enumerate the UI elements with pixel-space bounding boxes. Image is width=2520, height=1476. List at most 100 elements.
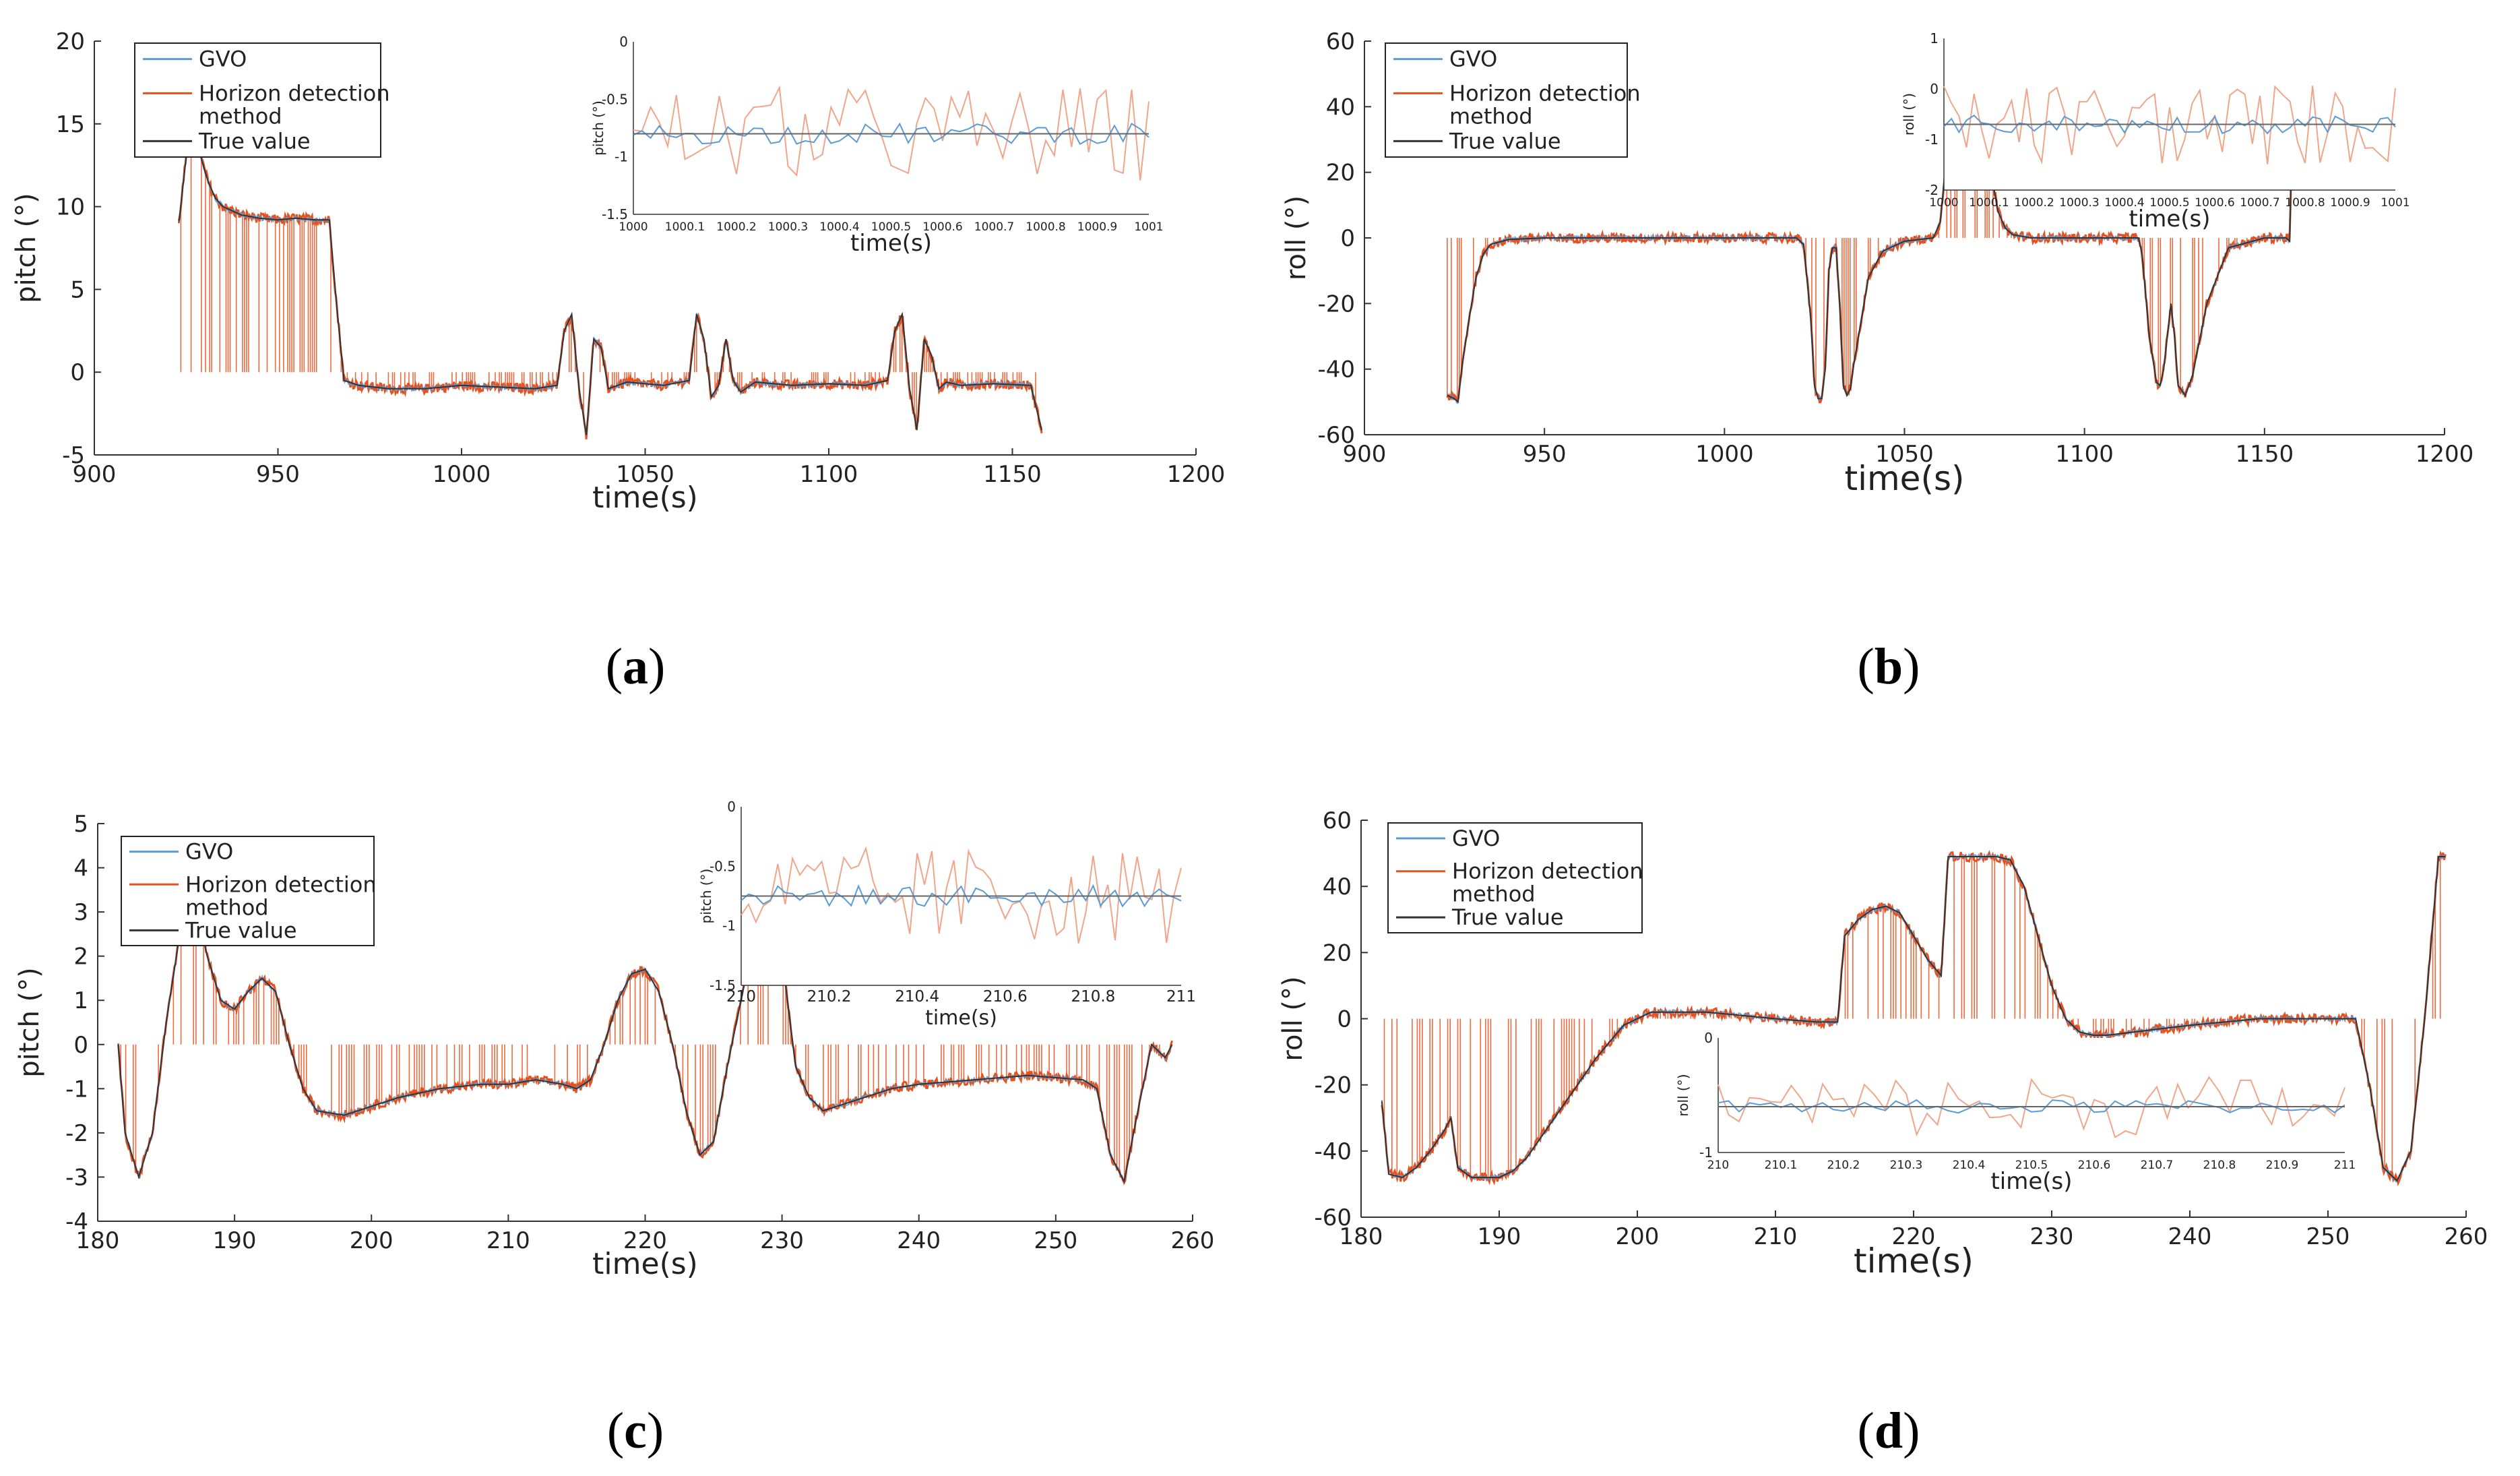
x-tick-label-a: 1100 — [800, 461, 858, 488]
inset-y-tick-label-b: -2 — [1925, 182, 1939, 198]
series-gvo-a — [178, 131, 1043, 436]
inset-y-tick-label-a: -0.5 — [602, 91, 628, 107]
x-tick-label-a: 950 — [256, 461, 300, 488]
inset-y-tick-label-b: -1 — [1925, 131, 1939, 148]
legend-label-horizon-2-c: method — [185, 894, 269, 920]
legend-label-truth-b: True value — [1449, 128, 1561, 154]
series-horizon-c — [117, 892, 1173, 1186]
x-tick-label-a: 1000 — [433, 461, 491, 488]
y-tick-label-c: 5 — [73, 811, 88, 838]
x-tick-label-a: 1200 — [1167, 461, 1226, 488]
inset-y-tick-label-c: -1 — [722, 918, 736, 934]
x-tick-label-b: 1100 — [2055, 441, 2114, 468]
inset-y-tick-label-d: 0 — [1704, 1030, 1713, 1046]
inset-y-tick-label-d: -1 — [1699, 1144, 1713, 1161]
inset-x-tick-label-a: 1000.7 — [974, 220, 1014, 234]
x-axis-title-a: time(s) — [592, 481, 698, 515]
legend-label-truth-d: True value — [1451, 904, 1564, 930]
inset-x-tick-label-c: 210.4 — [895, 988, 939, 1006]
inset-x-tick-label-d: 211 — [2334, 1159, 2356, 1172]
legend-label-truth-c: True value — [185, 917, 297, 943]
inset-x-tick-label-a: 1000.9 — [1077, 220, 1117, 234]
legend-box-a — [134, 42, 381, 158]
y-tick-label-c: 1 — [73, 987, 88, 1014]
inset-x-tick-label-a: 1000.4 — [819, 220, 859, 234]
inset-x-tick-label-a: 1000.8 — [1026, 220, 1065, 234]
inset-x-tick-label-c: 210.8 — [1071, 988, 1115, 1006]
inset-x-tick-label-b: 1000.8 — [2285, 196, 2325, 210]
inset-x-axis-title-a: time(s) — [850, 230, 932, 257]
inset-y-tick-label-a: -1 — [615, 149, 628, 165]
inset-x-axis-title-d: time(s) — [1990, 1168, 2072, 1195]
y-tick-label-a: -5 — [62, 442, 85, 469]
inset-bg-a — [633, 42, 1149, 214]
y-tick-label-c: -2 — [65, 1120, 88, 1147]
y-tick-label-d: 20 — [1323, 940, 1352, 966]
x-tick-label-c: 180 — [76, 1227, 120, 1254]
inset-x-tick-label-d: 210.8 — [2203, 1159, 2236, 1172]
legend-label-gvo-b: GVO — [1449, 47, 1497, 72]
x-tick-label-b: 950 — [1523, 441, 1567, 468]
y-tick-label-d: -20 — [1314, 1072, 1352, 1099]
inset-y-tick-label-c: 0 — [727, 799, 736, 815]
x-tick-label-c: 260 — [1171, 1227, 1215, 1254]
y-axis-title-b: roll (°) — [1281, 195, 1312, 280]
inset-y-tick-label-b: 1 — [1930, 30, 1939, 47]
inset-series-horizon-d — [1718, 1076, 2345, 1138]
inset-series-gvo-a — [633, 122, 1149, 146]
inset-x-tick-label-b: 1000.6 — [2195, 196, 2234, 210]
inset-x-tick-label-b: 1000.5 — [2149, 196, 2189, 210]
x-tick-label-d: 250 — [2306, 1223, 2350, 1250]
series-true-value-d — [1381, 856, 2446, 1182]
inset-x-tick-label-b: 1000.9 — [2330, 196, 2370, 210]
legend-label-horizon-2-a: method — [199, 103, 282, 129]
caption-d: (d) — [1857, 1403, 1920, 1459]
legend-box-b — [1385, 42, 1628, 158]
x-tick-label-b: 1050 — [1875, 441, 1934, 468]
inset-x-tick-label-b: 1000.1 — [1969, 196, 2009, 210]
inset-x-tick-label-a: 1000.6 — [922, 220, 962, 234]
inset-x-tick-label-d: 210 — [1707, 1159, 1729, 1172]
y-tick-label-d: -40 — [1314, 1138, 1352, 1165]
inset-x-tick-label-d: 210.3 — [1890, 1159, 1923, 1172]
x-tick-label-d: 180 — [1340, 1223, 1383, 1250]
inset-x-tick-label-b: 1000.7 — [2240, 196, 2279, 210]
y-tick-label-c: -4 — [65, 1208, 88, 1235]
inset-bg-b — [1944, 38, 2395, 190]
y-tick-label-b: 40 — [1326, 94, 1355, 121]
inset-x-tick-label-d: 210.7 — [2141, 1159, 2174, 1172]
x-tick-label-a: 1050 — [616, 461, 674, 488]
y-axis-title-d: roll (°) — [1278, 976, 1309, 1061]
x-tick-label-b: 1200 — [2416, 441, 2474, 468]
inset-x-tick-label-a: 1000.1 — [665, 220, 705, 234]
y-tick-label-b: 60 — [1326, 28, 1355, 55]
legend-label-horizon-2-b: method — [1449, 103, 1533, 129]
x-tick-label-b: 1000 — [1695, 441, 1754, 468]
y-tick-label-c: 3 — [73, 899, 88, 926]
y-tick-label-b: 20 — [1326, 160, 1355, 187]
y-axis-title-a: pitch (°) — [11, 193, 42, 303]
inset-x-tick-label-b: 1000.4 — [2104, 196, 2144, 210]
y-tick-label-c: -1 — [65, 1076, 88, 1103]
x-tick-label-c: 200 — [350, 1227, 393, 1254]
y-tick-label-a: 0 — [70, 359, 85, 386]
caption-c: (c) — [606, 1403, 664, 1459]
inset-series-horizon-b — [1943, 85, 2396, 164]
inset-x-tick-label-c: 210.2 — [807, 988, 852, 1006]
y-tick-label-b: -60 — [1317, 422, 1355, 449]
inset-y-tick-label-c: -1.5 — [710, 977, 736, 993]
y-tick-label-d: 40 — [1323, 873, 1352, 900]
inset-x-tick-label-b: 1001 — [2381, 196, 2409, 210]
inset-x-tick-label-b: 1000 — [1929, 196, 1958, 210]
inset-x-tick-label-d: 210.2 — [1827, 1159, 1860, 1172]
inset-x-tick-label-b: 1000.3 — [2059, 196, 2099, 210]
x-tick-label-a: 900 — [73, 461, 117, 488]
inset-x-tick-label-c: 210.6 — [983, 988, 1028, 1006]
x-tick-label-d: 260 — [2445, 1223, 2488, 1250]
legend-label-gvo-c: GVO — [185, 839, 233, 865]
x-tick-label-d: 220 — [1892, 1223, 1936, 1250]
x-tick-label-b: 1150 — [2236, 441, 2294, 468]
x-tick-label-d: 230 — [2030, 1223, 2074, 1250]
legend-box-d — [1387, 822, 1643, 933]
